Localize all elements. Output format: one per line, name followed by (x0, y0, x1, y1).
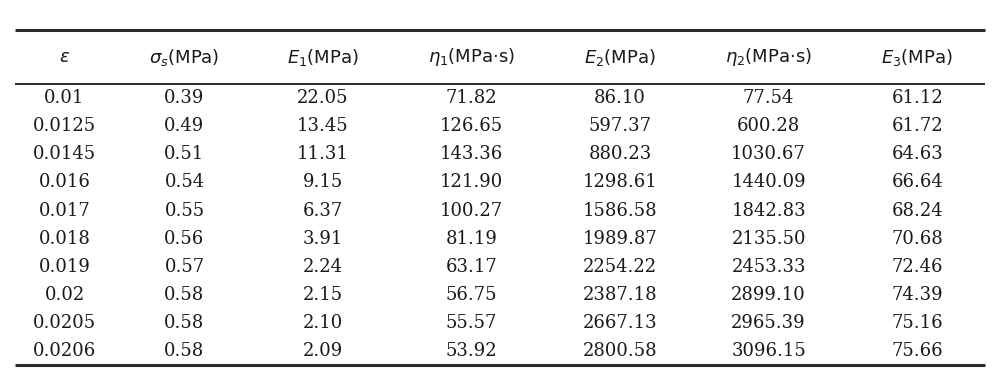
Text: 0.49: 0.49 (164, 117, 205, 135)
Text: 0.55: 0.55 (164, 202, 205, 219)
Text: 75.16: 75.16 (891, 314, 943, 332)
Text: 61.72: 61.72 (891, 117, 943, 135)
Text: 0.016: 0.016 (39, 174, 90, 191)
Text: 55.57: 55.57 (446, 314, 497, 332)
Text: 22.05: 22.05 (297, 89, 348, 107)
Text: 2135.50: 2135.50 (731, 230, 806, 248)
Text: 2387.18: 2387.18 (583, 286, 657, 304)
Text: 0.58: 0.58 (164, 314, 205, 332)
Text: 72.46: 72.46 (891, 258, 943, 276)
Text: 880.23: 880.23 (588, 145, 652, 163)
Text: 75.66: 75.66 (891, 342, 943, 360)
Text: $E_1(\mathrm{MPa})$: $E_1(\mathrm{MPa})$ (287, 47, 359, 68)
Text: 2899.10: 2899.10 (731, 286, 806, 304)
Text: 63.17: 63.17 (445, 258, 497, 276)
Text: 2453.33: 2453.33 (731, 258, 806, 276)
Text: 0.39: 0.39 (164, 89, 205, 107)
Text: 0.0206: 0.0206 (33, 342, 96, 360)
Text: 2800.58: 2800.58 (583, 342, 657, 360)
Text: 2.10: 2.10 (303, 314, 343, 332)
Text: 2.15: 2.15 (303, 286, 343, 304)
Text: 70.68: 70.68 (891, 230, 943, 248)
Text: 81.19: 81.19 (445, 230, 497, 248)
Text: $\sigma_s(\mathrm{MPa})$: $\sigma_s(\mathrm{MPa})$ (149, 47, 220, 68)
Text: 0.017: 0.017 (39, 202, 90, 219)
Text: 11.31: 11.31 (297, 145, 349, 163)
Text: 64.63: 64.63 (891, 145, 943, 163)
Text: 6.37: 6.37 (303, 202, 343, 219)
Text: 597.37: 597.37 (588, 117, 651, 135)
Text: 600.28: 600.28 (737, 117, 800, 135)
Text: 2.24: 2.24 (303, 258, 343, 276)
Text: 71.82: 71.82 (446, 89, 497, 107)
Text: 86.10: 86.10 (594, 89, 646, 107)
Text: 3096.15: 3096.15 (731, 342, 806, 360)
Text: 0.51: 0.51 (164, 145, 205, 163)
Text: 126.65: 126.65 (440, 117, 503, 135)
Text: 2.09: 2.09 (303, 342, 343, 360)
Text: 1030.67: 1030.67 (731, 145, 806, 163)
Text: 61.12: 61.12 (891, 89, 943, 107)
Text: 0.0145: 0.0145 (33, 145, 96, 163)
Text: 9.15: 9.15 (303, 174, 343, 191)
Text: 77.54: 77.54 (743, 89, 794, 107)
Text: 2667.13: 2667.13 (583, 314, 657, 332)
Text: 1440.09: 1440.09 (731, 174, 806, 191)
Text: 1298.61: 1298.61 (583, 174, 657, 191)
Text: 3.91: 3.91 (303, 230, 343, 248)
Text: 0.54: 0.54 (164, 174, 205, 191)
Text: 0.01: 0.01 (44, 89, 85, 107)
Text: 121.90: 121.90 (440, 174, 503, 191)
Text: 2254.22: 2254.22 (583, 258, 657, 276)
Text: 53.92: 53.92 (446, 342, 497, 360)
Text: 0.58: 0.58 (164, 342, 205, 360)
Text: 0.56: 0.56 (164, 230, 205, 248)
Text: 68.24: 68.24 (891, 202, 943, 219)
Text: 1989.87: 1989.87 (583, 230, 657, 248)
Text: 1586.58: 1586.58 (583, 202, 657, 219)
Text: $\eta_1(\mathrm{MPa{\cdot}s})$: $\eta_1(\mathrm{MPa{\cdot}s})$ (428, 46, 515, 68)
Text: 0.57: 0.57 (164, 258, 205, 276)
Text: 74.39: 74.39 (891, 286, 943, 304)
Text: 2965.39: 2965.39 (731, 314, 806, 332)
Text: 66.64: 66.64 (891, 174, 943, 191)
Text: $\eta_2(\mathrm{MPa{\cdot}s})$: $\eta_2(\mathrm{MPa{\cdot}s})$ (725, 46, 812, 68)
Text: 56.75: 56.75 (446, 286, 497, 304)
Text: 0.02: 0.02 (44, 286, 85, 304)
Text: 0.019: 0.019 (39, 258, 90, 276)
Text: $E_2(\mathrm{MPa})$: $E_2(\mathrm{MPa})$ (584, 47, 656, 68)
Text: 0.0205: 0.0205 (33, 314, 96, 332)
Text: 1842.83: 1842.83 (731, 202, 806, 219)
Text: 13.45: 13.45 (297, 117, 349, 135)
Text: 0.0125: 0.0125 (33, 117, 96, 135)
Text: 0.018: 0.018 (39, 230, 90, 248)
Text: 143.36: 143.36 (440, 145, 503, 163)
Text: 0.58: 0.58 (164, 286, 205, 304)
Text: $\varepsilon$: $\varepsilon$ (59, 48, 70, 66)
Text: 100.27: 100.27 (440, 202, 503, 219)
Text: $E_3(\mathrm{MPa})$: $E_3(\mathrm{MPa})$ (881, 47, 953, 68)
